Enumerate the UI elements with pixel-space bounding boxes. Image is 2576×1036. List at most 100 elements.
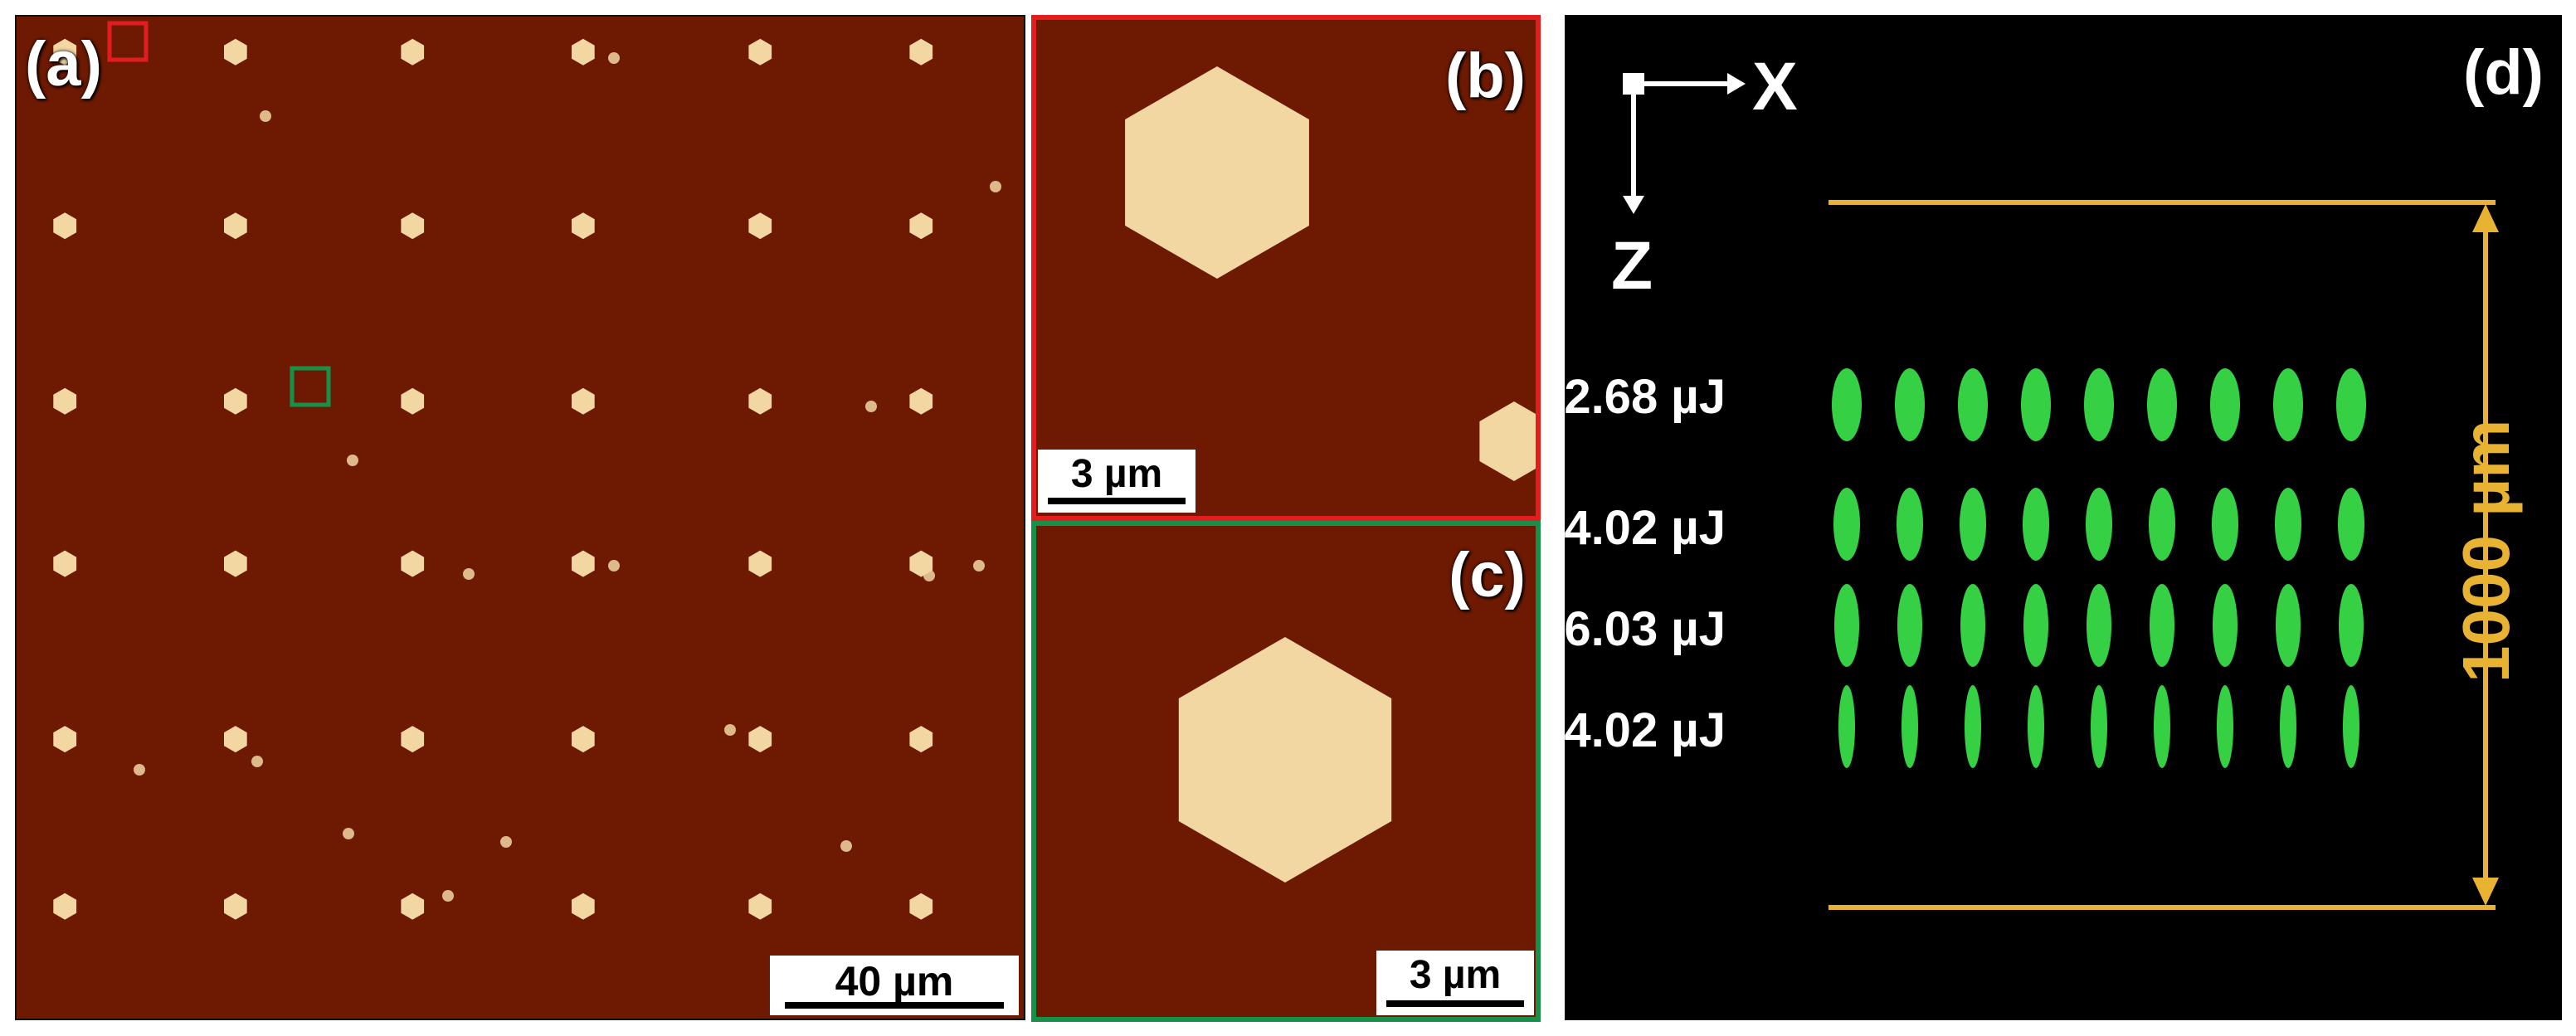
crystal-hexagon: [53, 726, 77, 753]
debris-dot: [724, 724, 736, 736]
crystal-hexagon: [572, 38, 595, 66]
crystal-hexagon: [401, 893, 425, 920]
fluorescence-track: [1960, 488, 1986, 561]
panel-d-label: (d): [2462, 37, 2544, 108]
scale-bar-c: 3 µm: [1376, 951, 1534, 1015]
fluorescence-track: [2336, 368, 2366, 441]
crystal-hexagon: [401, 38, 425, 66]
energy-label-row-1: 2.68 µJ: [1565, 370, 1726, 424]
fluorescence-track: [2280, 685, 2296, 768]
crystal-hexagon: [748, 212, 772, 240]
debris-dot: [260, 110, 271, 122]
fluorescence-track: [1833, 488, 1860, 561]
fluorescence-track: [1965, 685, 1981, 768]
fluorescence-track: [2212, 488, 2238, 561]
energy-label-row-4: 4.02 µJ: [1565, 703, 1726, 757]
crystal-hexagon: [224, 726, 247, 753]
fluorescence-track: [2091, 685, 2107, 768]
crystal-hexagon: [53, 387, 77, 415]
fluorescence-track: [2086, 488, 2112, 561]
fluorescence-track: [2217, 685, 2233, 768]
debris-dot: [343, 828, 354, 839]
crystal-hexagon: [224, 550, 247, 577]
crystal-hexagon: [401, 726, 425, 753]
dimension-label: 1000 µm: [2449, 419, 2523, 683]
debris-dot: [442, 890, 454, 902]
fluorescence-track: [2338, 488, 2364, 561]
fluorescence-track: [1960, 584, 1985, 667]
fluorescence-tracks-image: [1623, 73, 2499, 910]
fluorescence-track: [2276, 584, 2301, 667]
debris-dot: [840, 840, 852, 852]
scale-bar-a-line: [785, 1002, 1004, 1009]
fluorescence-track: [1958, 368, 1988, 441]
crystal-hexagon: [572, 550, 595, 577]
hexagon-crystal-image: [1178, 637, 1392, 883]
scale-bar-a-text: 40 µm: [835, 958, 954, 1004]
fluorescence-track: [2154, 685, 2170, 768]
fluorescence-track: [2149, 488, 2175, 561]
fluorescence-track: [1834, 584, 1859, 667]
fluorescence-track: [2028, 685, 2044, 768]
crystal-array-image: [53, 21, 1001, 920]
debris-dot: [134, 764, 145, 776]
crystal-hexagon: [224, 38, 247, 66]
fluorescence-track: [2023, 584, 2048, 667]
small-crystal-hexagon: [1479, 401, 1536, 481]
fluorescence-side-view-panel: (d) X Z 2.68 µJ 4.02 µJ 6.03 µJ 4.02 µJ …: [1565, 15, 2562, 1020]
fluorescence-track: [1832, 368, 1862, 441]
crystal-hexagon: [909, 387, 933, 415]
large-crystal-hexagon: [1125, 66, 1309, 279]
coordinate-axes-icon: [1623, 73, 1746, 214]
fluorescence-track: [2275, 488, 2301, 561]
scale-bar-c-text: 3 µm: [1409, 953, 1502, 997]
fluorescence-track: [2087, 584, 2111, 667]
panel-a-label: (a): [25, 29, 102, 100]
energy-label-row-3: 6.03 µJ: [1565, 602, 1726, 656]
green-selection-box: [290, 366, 331, 407]
debris-dot: [990, 181, 1001, 192]
fluorescence-track: [2084, 368, 2114, 441]
crystal-hexagon: [909, 212, 933, 240]
crystal-hexagon: [572, 387, 595, 415]
fluorescence-track: [1895, 368, 1925, 441]
fluorescence-track: [1897, 488, 1923, 561]
energy-label-row-2: 4.02 µJ: [1565, 501, 1726, 555]
fluorescence-track: [1838, 685, 1855, 768]
crystal-hexagon: [748, 387, 772, 415]
crystal-hexagon: [572, 893, 595, 920]
debris-dot: [923, 570, 935, 581]
crystal-hexagon: [572, 726, 595, 753]
scale-bar-b-text: 3 µm: [1070, 452, 1163, 496]
debris-dot: [865, 401, 877, 412]
scale-bar-a: 40 µm: [770, 956, 1019, 1015]
debris-dot: [463, 568, 475, 580]
panel-c-label: (c): [1449, 540, 1526, 610]
afm-overview-panel: (a) 40 µm: [15, 15, 1025, 1020]
crystal-hexagon: [748, 38, 772, 66]
fluorescence-track: [2023, 488, 2049, 561]
debris-dot: [608, 52, 620, 64]
crystal-hexagon: [401, 387, 425, 415]
crystal-hexagon: [53, 550, 77, 577]
crystal-hexagon: [224, 893, 247, 920]
crystal-hexagon: [572, 212, 595, 240]
panel-b-label: (b): [1444, 41, 1526, 111]
fluorescence-track: [2213, 584, 2238, 667]
crystal-hexagon: [53, 893, 77, 920]
large-hexagon-crystal-image: [1125, 66, 1536, 481]
crystal-hexagon: [224, 387, 247, 415]
crystal-hexagon: [401, 550, 425, 577]
fluorescence-track: [2343, 685, 2359, 768]
crystal-hexagon: [909, 38, 933, 66]
debris-dot: [347, 455, 358, 466]
scale-bar-b-line: [1048, 498, 1186, 504]
crystal-hexagon: [748, 550, 772, 577]
fluorescence-track: [2210, 368, 2240, 441]
debris-dot: [608, 560, 620, 572]
dimension-bracket-icon: [1829, 200, 2499, 910]
fluorescence-track: [1897, 584, 1922, 667]
fluorescence-track: [1902, 685, 1918, 768]
debris-dot: [973, 560, 985, 572]
crystal-hexagon: [909, 893, 933, 920]
